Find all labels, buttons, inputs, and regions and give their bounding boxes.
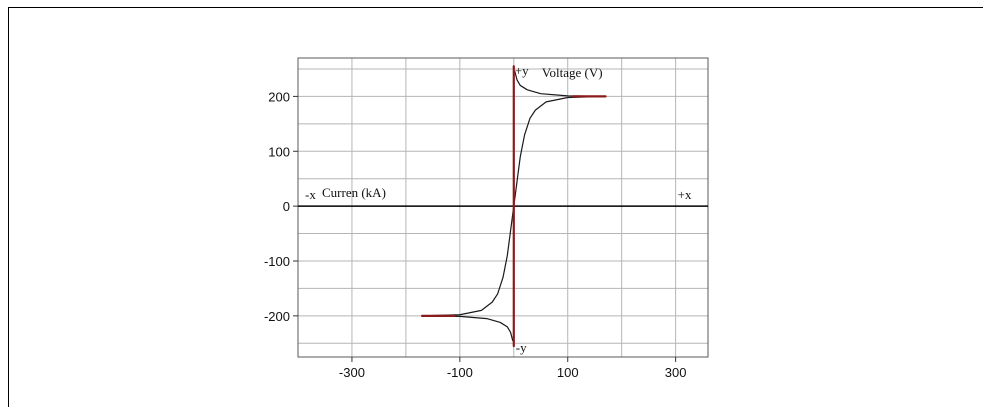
series-line [421,315,514,342]
axes [293,57,709,362]
x-tick-label: -300 [339,365,365,380]
neg-x-marker: -x [305,187,316,202]
y-tick-label: -100 [264,254,290,269]
pos-y-marker: +y [515,63,529,78]
neg-y-marker: -y [516,340,527,355]
series-line [514,71,607,98]
y-tick-label: 100 [268,144,290,159]
series [420,65,607,348]
plot-border [297,57,709,358]
y-tick-label: -200 [264,309,290,324]
labels: -300 -100 100 300 200 100 0 -100 -200 +y Voltage (… [264,63,692,380]
y-tick-label: 200 [268,89,290,104]
x-tick-label: -100 [447,365,473,380]
y-axis-title: Voltage (V) [542,65,603,80]
grid [298,58,708,357]
y-tick-label: 0 [283,199,290,214]
figure-frame [8,7,983,407]
x-axis-title: Curren (kA) [322,185,386,200]
x-tick-label: 100 [557,365,579,380]
pos-x-marker: +x [678,187,692,202]
x-tick-label: 300 [665,365,687,380]
